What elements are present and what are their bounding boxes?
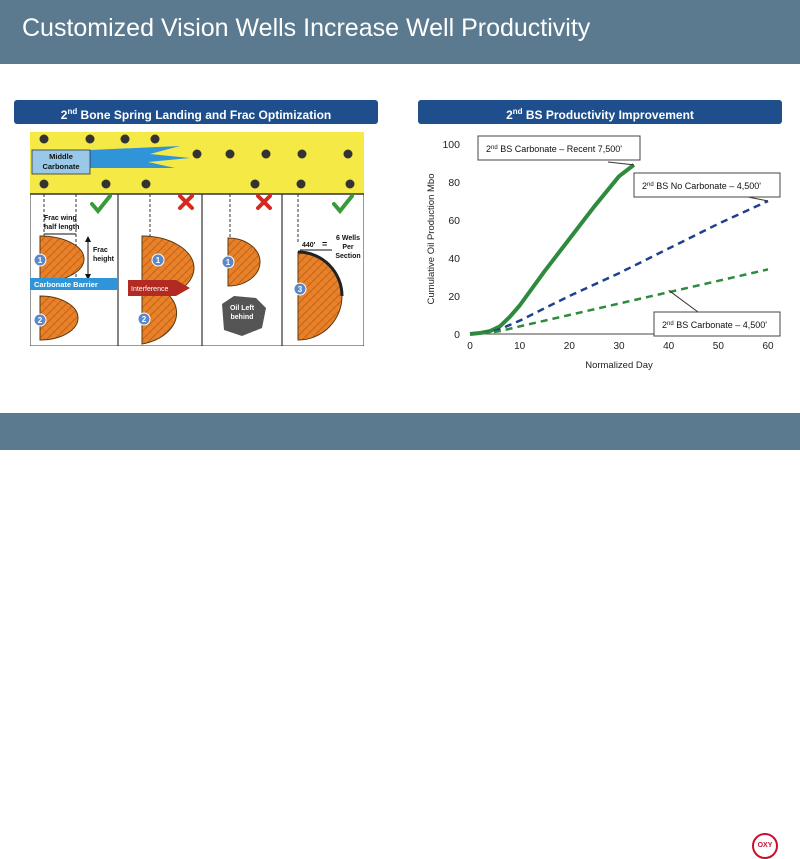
x-tick-label: 10 (514, 341, 526, 352)
frac-height-label: height (93, 256, 115, 263)
series-callout-label: 2nd BS Carbonate – 4,500' (662, 320, 767, 330)
spacing-label: 440' (302, 242, 316, 249)
series-callout-box (477, 135, 641, 161)
oxy-logo: OXY (752, 833, 778, 859)
cross-icon (178, 194, 194, 210)
interference-arrow (128, 280, 190, 296)
well-number: 2 (38, 316, 43, 325)
y-tick-label: 0 (454, 329, 460, 341)
middle-carbonate-label: Carbonate (42, 162, 79, 171)
y-tick-label: 20 (448, 291, 460, 303)
cross-icon (256, 194, 272, 210)
left-panel-heading: 2nd Bone Spring Landing and Frac Optimiz… (14, 100, 378, 124)
title-bar: Customized Vision Wells Increase Well Pr… (0, 0, 800, 64)
landing-frac-diagram: Middle Carbonate Frac wing half length F… (30, 132, 364, 346)
middle-carbonate-box (31, 149, 91, 175)
check-icon (90, 194, 112, 215)
callout-text: BS No Carbonate – 4,500' (654, 181, 762, 191)
series-callout-label: 2nd BS No Carbonate – 4,500' (642, 181, 761, 191)
frac-wing-label: half length (44, 224, 79, 231)
wells-per-section-label: 6 Wells (336, 235, 360, 242)
frac-wing-label: Frac wing (44, 215, 77, 222)
well-number: 1 (156, 256, 161, 265)
heading-text: Bone Spring Landing and Frac Optimizatio… (77, 108, 332, 122)
series-line-1 (469, 163, 636, 336)
x-tick-label: 30 (613, 341, 625, 352)
frac-single (227, 237, 261, 287)
callout-leader (747, 196, 769, 202)
well-dots (39, 134, 355, 189)
oil-left-label: behind (231, 314, 254, 321)
footer-bar: OXY (0, 413, 800, 859)
carbonate-barrier (30, 278, 118, 290)
y-tick-label: 40 (448, 253, 460, 265)
slide-title: Customized Vision Wells Increase Well Pr… (22, 14, 591, 42)
carbonate-wedge (90, 146, 190, 168)
oil-left-label: Oil Left (230, 305, 255, 312)
heading-ordinal: 2 (506, 108, 513, 122)
x-tick-label: 20 (564, 341, 576, 352)
callout-ordinal: 2 (662, 320, 667, 330)
interference-label: Interference (131, 286, 168, 293)
y-tick-label: 100 (442, 139, 460, 151)
middle-carbonate-label: Middle (49, 152, 73, 161)
x-tick-label: 50 (713, 341, 725, 352)
well-number: 1 (38, 256, 43, 265)
series-callout-label: 2nd BS Carbonate – Recent 7,500' (486, 144, 622, 154)
wells-per-section-label: Section (335, 253, 360, 260)
well-number: 2 (142, 315, 147, 324)
y-tick-label: 60 (448, 215, 460, 227)
series-callout-box (633, 172, 781, 198)
carbonate-barrier-label: Carbonate Barrier (34, 280, 98, 289)
x-axis-label: Normalized Day (585, 360, 653, 371)
callout-leader (668, 289, 699, 313)
well-number: 3 (298, 285, 303, 294)
y-axis-label: Cumulative Oil Production Mbo (426, 174, 437, 305)
frac-lower (39, 295, 79, 341)
series-line-3 (469, 268, 769, 336)
x-tick-label: 60 (762, 341, 774, 352)
callout-ordinal-suffix: nd (491, 145, 498, 151)
callout-ordinal: 2 (486, 144, 491, 154)
logo-text: OXY (757, 842, 773, 849)
oil-left-blob (222, 296, 266, 336)
series-callout-box (653, 311, 781, 337)
heading-ordinal-suffix: nd (67, 107, 78, 116)
productivity-chart: 0 10 20 30 40 50 60 0 20 40 60 80 100 Normalized Day C… (426, 135, 781, 371)
spacing-equals: = (322, 239, 327, 249)
callout-ordinal-suffix: nd (667, 321, 674, 327)
y-tick-label: 80 (448, 177, 460, 189)
callout-text: BS Carbonate – 4,500' (674, 320, 768, 330)
heading-ordinal: 2 (60, 108, 68, 122)
heading-text: BS Productivity Improvement (522, 108, 694, 122)
right-panel-heading: 2nd BS Productivity Improvement (418, 100, 782, 124)
well-number: 1 (226, 258, 231, 267)
callout-text: BS Carbonate – Recent 7,500' (498, 144, 623, 154)
heading-ordinal-suffix: nd (512, 107, 523, 116)
frac-height-label: Frac (93, 247, 108, 254)
callout-leader (607, 161, 634, 166)
callout-ordinal-suffix: nd (647, 182, 654, 188)
callout-ordinal: 2 (642, 181, 647, 191)
x-tick-label: 0 (467, 341, 473, 352)
check-icon (332, 194, 354, 215)
x-tick-label: 40 (663, 341, 675, 352)
wells-per-section-label: Per (342, 244, 354, 251)
